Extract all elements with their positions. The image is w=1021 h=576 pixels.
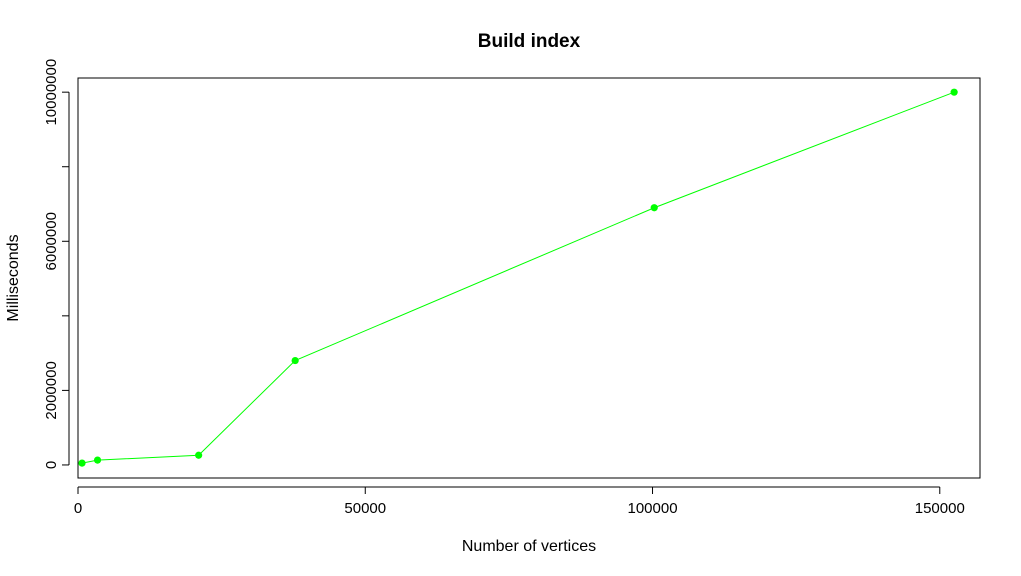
x-tick-label: 150000	[915, 500, 965, 517]
y-axis: 0 2000000 6000000 10000000	[43, 59, 70, 469]
data-point	[291, 356, 299, 365]
x-tick-label: 100000	[627, 500, 677, 517]
data-point	[195, 451, 203, 459]
data-point	[950, 88, 958, 96]
data-point	[93, 456, 102, 464]
x-tick-label: 0	[74, 500, 82, 517]
y-axis-label: Milliseconds	[5, 234, 22, 321]
x-tick-label: 50000	[344, 500, 386, 517]
y-tick-label: 2000000	[43, 361, 60, 419]
data-point	[78, 459, 86, 467]
y-tick-label: 10000000	[43, 59, 60, 126]
data-point	[650, 204, 658, 212]
series-layer	[78, 88, 958, 467]
y-tick-label: 0	[43, 461, 60, 469]
y-tick-label: 6000000	[43, 212, 60, 270]
series-line	[81, 91, 955, 464]
x-axis: 0 50000 100000 150000	[74, 486, 965, 517]
x-axis-label: Number of vertices	[462, 538, 596, 555]
plot-frame	[77, 77, 981, 479]
chart-title: Build index	[478, 31, 581, 52]
